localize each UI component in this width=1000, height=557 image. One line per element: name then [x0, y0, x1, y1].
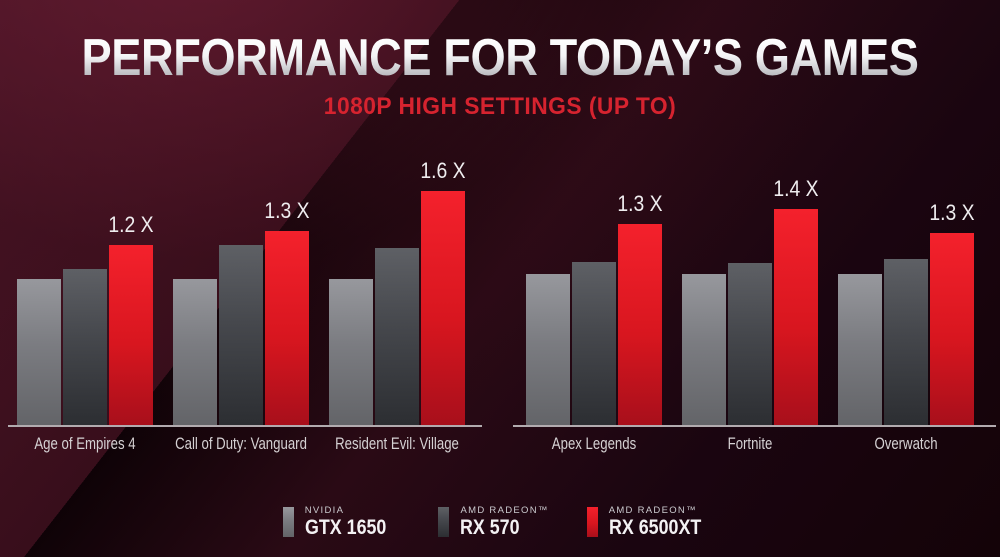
bar-rx-6500xt: 1.3 X	[264, 198, 310, 425]
legend-swatch-rx-570	[438, 507, 450, 538]
multiplier-label: 1.2 X	[108, 212, 154, 237]
bar-rx-570	[884, 259, 928, 425]
bar-rx-570	[375, 248, 419, 425]
category-label: Call of Duty: Vanguard	[175, 435, 307, 453]
legend-model-label: RX 570	[460, 515, 521, 539]
multiplier-label: 1.6 X	[420, 158, 466, 183]
chart-left-group: 1.2 X Age of Empires 4 1.3 X Call of Duty: …	[8, 150, 482, 453]
legend-item-rx-570: AMD RADEON™ RX 570	[438, 505, 549, 539]
category-label: Age of Empires 4	[34, 435, 136, 453]
legend-swatch-gtx-1650	[282, 507, 294, 538]
bar-rx-6500xt: 1.2 X	[108, 212, 154, 425]
multiplier-label: 1.3 X	[929, 200, 975, 225]
bar-gtx-1650	[838, 274, 882, 425]
bar-gtx-1650	[329, 279, 373, 425]
bar-group: 1.2 X Age of Empires 4	[17, 150, 154, 453]
page-subtitle: 1080P HIGH SETTINGS (UP TO)	[323, 93, 677, 120]
legend-item-gtx-1650: NVIDIA GTX 1650	[282, 505, 401, 539]
legend-brand-label: NVIDIA	[304, 505, 345, 516]
legend-model-label: RX 6500XT	[608, 515, 701, 539]
category-label: Overwatch	[874, 435, 938, 453]
multiplier-label: 1.3 X	[264, 198, 310, 223]
bar-rx-6500xt: 1.3 X	[929, 200, 975, 425]
bar-gtx-1650	[17, 279, 61, 425]
chart-right-group: 1.3 X Apex Legends 1.4 X Fortnite 1.3 X Overw…	[513, 150, 996, 453]
legend-brand-label: AMD RADEON™	[460, 505, 549, 516]
bar-rx-570	[572, 262, 616, 425]
bar-group: 1.6 X Resident Evil: Village	[329, 150, 466, 453]
bar-group: 1.4 X Fortnite	[682, 150, 819, 453]
legend-item-rx-6500xt: AMD RADEON™ RX 6500XT	[586, 505, 718, 539]
legend-brand-label: AMD RADEON™	[608, 505, 697, 516]
legend: NVIDIA GTX 1650 AMD RADEON™ RX 570 AMD RADEO…	[0, 505, 1000, 539]
bar-rx-6500xt: 1.6 X	[420, 158, 466, 425]
bar-gtx-1650	[173, 279, 217, 425]
bar-group: 1.3 X Overwatch	[838, 150, 975, 453]
bar-rx-570	[63, 269, 107, 425]
bar-gtx-1650	[682, 274, 726, 425]
bar-gtx-1650	[526, 274, 570, 425]
category-label: Fortnite	[727, 435, 773, 453]
bar-rx-6500xt: 1.4 X	[773, 176, 819, 425]
bar-group: 1.3 X Call of Duty: Vanguard	[173, 150, 310, 453]
legend-model-label: GTX 1650	[304, 515, 387, 539]
multiplier-label: 1.4 X	[773, 176, 819, 201]
legend-swatch-rx-6500xt	[586, 507, 598, 538]
bar-rx-570	[219, 245, 263, 425]
legend-text: AMD RADEON™ RX 6500XT	[608, 505, 718, 539]
legend-text: AMD RADEON™ RX 570	[460, 505, 549, 539]
bar-group: 1.3 X Apex Legends	[526, 150, 663, 453]
page-title: PERFORMANCE FOR TODAY’S GAMES	[65, 31, 935, 86]
bar-rx-6500xt: 1.3 X	[617, 191, 663, 425]
category-label: Resident Evil: Village	[335, 435, 459, 453]
legend-text: NVIDIA GTX 1650	[304, 505, 401, 539]
category-label: Apex Legends	[551, 435, 637, 453]
multiplier-label: 1.3 X	[617, 191, 663, 216]
bar-rx-570	[728, 263, 772, 425]
